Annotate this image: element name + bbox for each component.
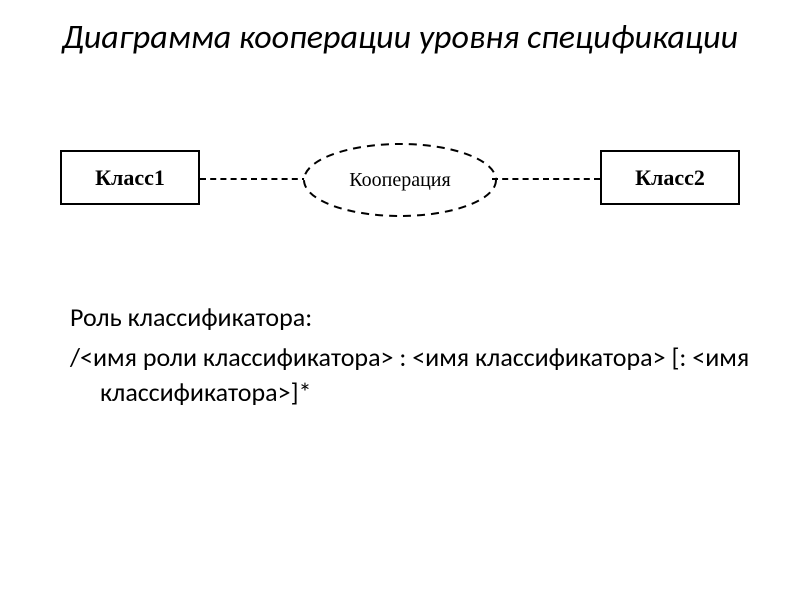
cooperation-diagram: Класс1 Кооперация Класс2 bbox=[60, 140, 740, 250]
role-heading: Роль классификатора: bbox=[70, 301, 312, 333]
body-line1: Роль классификатора: bbox=[70, 300, 730, 335]
class1-box: Класс1 bbox=[60, 150, 200, 205]
class1-label: Класс1 bbox=[95, 165, 165, 191]
cooperation-ellipse: Кооперация bbox=[300, 140, 500, 220]
cooperation-label: Кооперация bbox=[349, 169, 450, 192]
role-syntax: /<имя роли классификатора> : <имя класси… bbox=[70, 341, 749, 408]
edge-coop-class2 bbox=[492, 178, 600, 180]
slide: Диаграмма кооперации уровня спецификации… bbox=[0, 0, 800, 600]
class2-box: Класс2 bbox=[600, 150, 740, 205]
slide-title: Диаграмма кооперации уровня спецификации bbox=[0, 18, 800, 59]
edge-class1-coop bbox=[200, 178, 308, 180]
body-line2: /<имя роли классификатора> : <имя класси… bbox=[70, 340, 760, 410]
class2-label: Класс2 bbox=[635, 165, 705, 191]
